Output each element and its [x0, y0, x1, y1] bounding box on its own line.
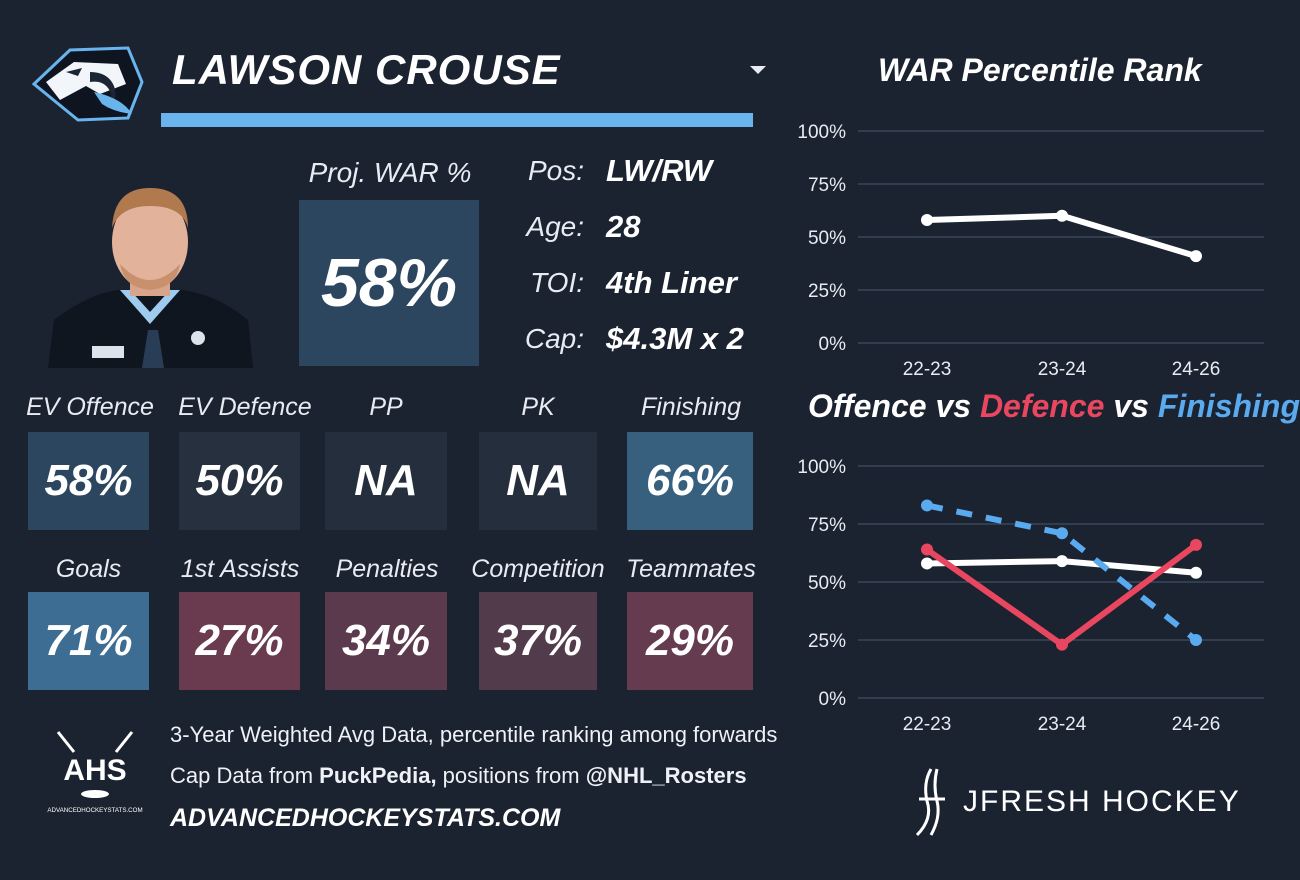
- name-underline: [161, 113, 753, 127]
- age-value: 28: [606, 209, 641, 244]
- y-tick-label: 25%: [808, 281, 846, 302]
- ev-offence-label: EV Offence: [26, 393, 154, 421]
- site-url-link[interactable]: ADVANCEDHOCKEYSTATS.COM: [170, 804, 561, 832]
- y-tick-label: 50%: [808, 573, 846, 594]
- age-label: Age:: [526, 211, 584, 242]
- ev-defence-tile: 50%: [179, 432, 300, 530]
- ahs-logo-subtext: ADVANCEDHOCKEYSTATS.COM: [47, 807, 142, 814]
- war-percentile-chart: 100% 75% 50% 25% 0% 22-23 23-24 24-26: [797, 122, 1264, 380]
- proj-war-value: 58%: [299, 200, 479, 366]
- cap-label: Cap:: [524, 323, 584, 354]
- finishing-series-line: [926, 502, 1198, 643]
- player-select-chevron-down-icon[interactable]: [750, 66, 766, 74]
- x-tick-label: 24-26: [1172, 714, 1221, 735]
- first-assists-label: 1st Assists: [180, 555, 300, 583]
- y-tick-label: 0%: [819, 334, 847, 355]
- offence-point: [1056, 555, 1068, 568]
- player-name: LAWSON CROUSE: [172, 46, 561, 93]
- first-assists-tile: 27%: [179, 592, 300, 690]
- ev-offence-tile: 58%: [28, 432, 149, 530]
- y-tick-label: 50%: [808, 228, 846, 249]
- competition-tile: 37%: [479, 592, 597, 690]
- y-tick-label: 0%: [819, 689, 847, 710]
- offence-point: [1190, 566, 1202, 579]
- jfresh-brand-text: JFRESH HOCKEY: [963, 785, 1241, 818]
- jfresh-hockey-logo: JFRESH HOCKEY: [915, 768, 1241, 837]
- footer-line2-prefix: Cap Data from: [170, 763, 320, 788]
- penalties-tile: 34%: [325, 592, 447, 690]
- proj-war-label: Proj. WAR %: [308, 157, 472, 188]
- vs-2: vs: [1104, 388, 1158, 424]
- finishing-point: [1190, 634, 1202, 646]
- goals-label: Goals: [55, 555, 122, 583]
- nhl-rosters-source: @NHL_Rosters: [585, 763, 747, 788]
- war-point: [1190, 250, 1202, 263]
- pos-label: Pos:: [527, 155, 584, 186]
- ahs-logo: AHS ADVANCEDHOCKEYSTATS.COM: [47, 731, 143, 814]
- defence-title-part: Defence: [979, 388, 1105, 424]
- ahs-logo-text: AHS: [63, 754, 126, 787]
- puckpedia-source: PuckPedia,: [319, 763, 437, 788]
- war-point: [921, 214, 933, 227]
- footer-line-2: Cap Data from PuckPedia, positions from …: [170, 763, 747, 789]
- defence-point: [921, 543, 933, 556]
- pk-tile: NA: [479, 432, 597, 530]
- x-tick-label: 24-26: [1172, 359, 1221, 380]
- war-series-line: [924, 212, 1199, 260]
- war-chart-title: WAR Percentile Rank: [878, 52, 1202, 88]
- toi-label: TOI:: [530, 267, 584, 298]
- components-chart-title: Offence vs Defence vs Finishing: [808, 388, 1300, 425]
- finishing-point: [921, 499, 933, 512]
- x-tick-label: 23-24: [1038, 359, 1087, 380]
- defence-point: [1190, 538, 1202, 551]
- vs-1: vs: [926, 388, 980, 424]
- teammates-label: Teammates: [626, 555, 756, 583]
- offence-title-part: Offence: [808, 388, 927, 424]
- x-tick-label: 22-23: [903, 359, 952, 380]
- teammates-tile: 29%: [627, 592, 753, 690]
- player-headshot: [48, 188, 253, 368]
- y-tick-label: 100%: [797, 122, 846, 143]
- pk-label: PK: [521, 393, 555, 421]
- ev-defence-label: EV Defence: [178, 393, 312, 421]
- competition-label: Competition: [471, 555, 605, 583]
- components-chart: 100% 75% 50% 25% 0% 22-23 23-24 24-26: [797, 457, 1264, 735]
- team-logo: [31, 46, 144, 122]
- defence-point: [1056, 638, 1068, 651]
- x-tick-label: 22-23: [903, 714, 952, 735]
- y-tick-label: 100%: [797, 457, 846, 478]
- y-tick-label: 75%: [808, 175, 846, 196]
- finishing-tile: 66%: [627, 432, 753, 530]
- finishing-point: [1056, 527, 1068, 540]
- finishing-label: Finishing: [640, 393, 742, 421]
- toi-value: 4th Liner: [606, 265, 737, 300]
- goals-tile: 71%: [28, 592, 149, 690]
- footer-line-1: 3-Year Weighted Avg Data, percentile ran…: [170, 722, 778, 747]
- pos-value: LW/RW: [606, 153, 713, 188]
- x-tick-label: 23-24: [1038, 714, 1087, 735]
- y-tick-label: 75%: [808, 515, 846, 536]
- cap-value: $4.3M x 2: [606, 321, 744, 356]
- y-tick-label: 25%: [808, 631, 846, 652]
- war-point: [1056, 209, 1068, 222]
- footer-line2-middle: positions from: [436, 763, 586, 788]
- pp-label: PP: [369, 393, 403, 421]
- finishing-title-part: Finishing: [1157, 388, 1300, 424]
- pp-tile: NA: [325, 432, 447, 530]
- offence-point: [921, 557, 933, 570]
- penalties-label: Penalties: [335, 555, 439, 583]
